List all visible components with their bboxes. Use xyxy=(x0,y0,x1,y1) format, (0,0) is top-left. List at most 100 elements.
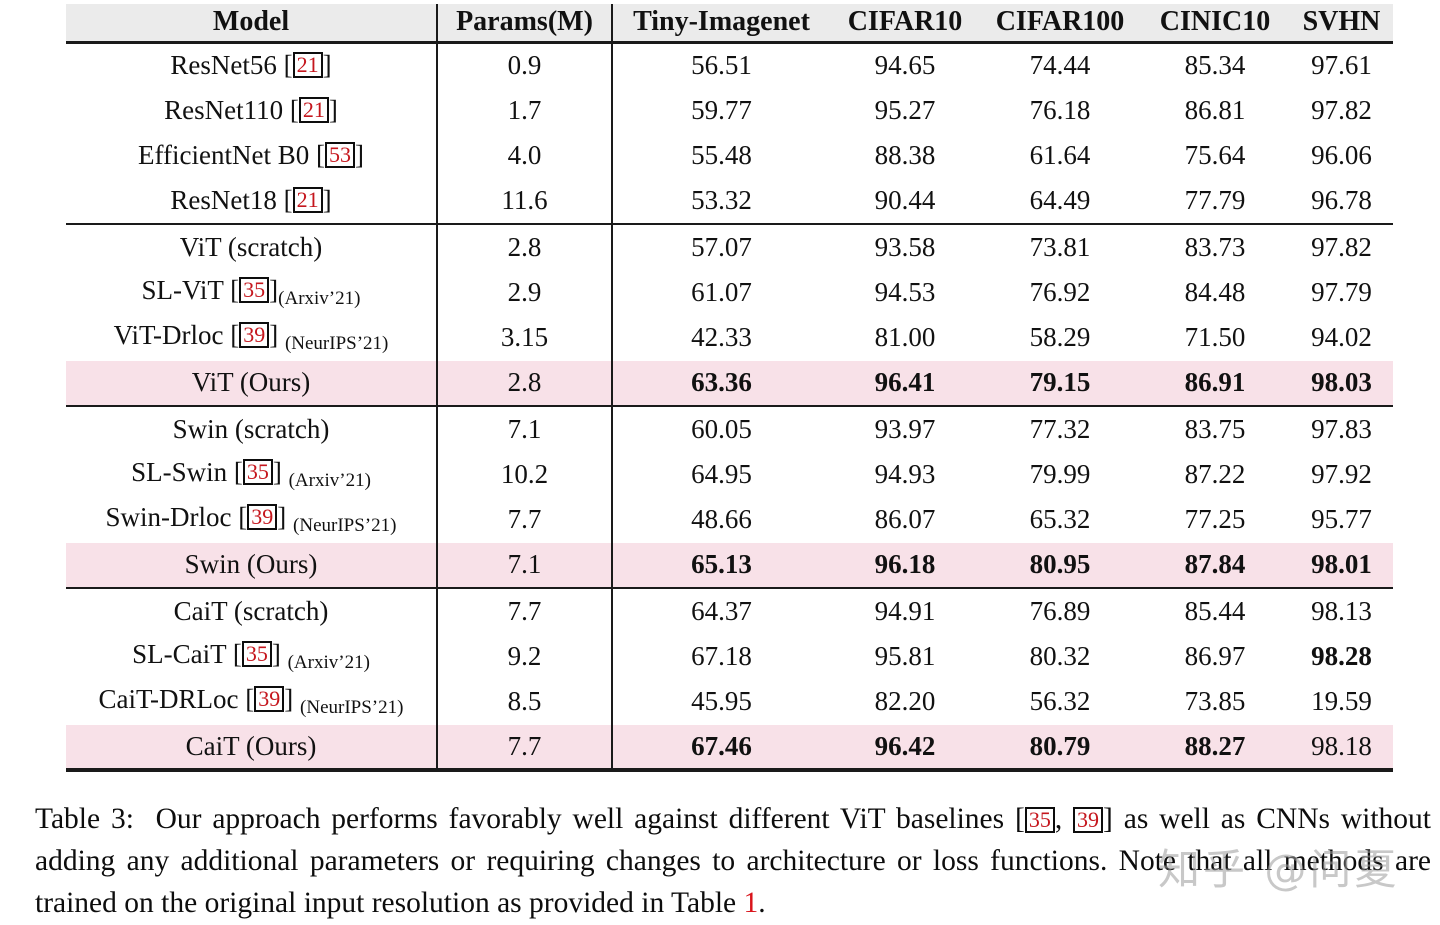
citation-brackets: [21] xyxy=(283,94,338,125)
value-cell: 56.51 xyxy=(691,50,752,80)
citation-link[interactable]: 35 xyxy=(241,640,272,667)
citation-link[interactable]: 35 xyxy=(242,458,273,485)
value-cell: 61.64 xyxy=(1029,140,1091,171)
params-cell: 2.9 xyxy=(437,269,613,315)
model-cell: SL-Swin [35] (Arxiv’21) xyxy=(66,451,438,497)
citation-link[interactable]: 39 xyxy=(1073,807,1104,833)
citation-brackets: [21] xyxy=(276,185,332,216)
caption-text: ] as well as CNNs without adding any add… xyxy=(35,803,1431,919)
model-cell: SL-ViT [35](Arxiv’21) xyxy=(66,269,438,315)
caption-text: Table 3: Our approach performs favorably… xyxy=(35,803,1025,835)
results-table: Model Params(M) Tiny-Imagenet CIFAR10 CI… xyxy=(66,4,1393,772)
table-reference-link[interactable]: 1 xyxy=(743,887,759,919)
value-cell: 94.65 xyxy=(874,50,936,80)
params-cell: 7.1 xyxy=(437,542,613,588)
value-cell: 64.95 xyxy=(691,458,752,489)
citation-link[interactable]: 21 xyxy=(298,96,329,123)
column-header-model: Model xyxy=(66,4,438,42)
table-row: EfficientNet B0 [53] 4.0 55.48 88.38 61.64 75… xyxy=(66,133,1393,179)
value-cell: 57.07 xyxy=(691,231,752,262)
venue-subscript: (NeurIPS’21) xyxy=(293,515,397,537)
value-cell: 94.53 xyxy=(874,276,936,307)
value-cell: 96.41 xyxy=(874,367,936,398)
citation-link[interactable]: 21 xyxy=(292,187,323,214)
value-cell: 56.32 xyxy=(1029,686,1091,717)
model-name: Swin-Drloc xyxy=(105,502,232,533)
citation-brackets: [39] xyxy=(223,320,279,351)
params-cell: 0.9 xyxy=(437,42,613,88)
value-cell: 94.91 xyxy=(874,595,936,626)
value-cell: 85.34 xyxy=(1184,50,1246,80)
value-cell: 59.77 xyxy=(691,94,752,125)
model-cell: SL-CaiT [35] (Arxiv’21) xyxy=(66,633,438,679)
value-cell: 76.92 xyxy=(1029,276,1091,307)
caption-text: . xyxy=(758,887,766,919)
citation-link[interactable]: 21 xyxy=(292,52,323,78)
model-name: Swin (Ours) xyxy=(184,549,318,580)
value-cell: 98.28 xyxy=(1311,640,1372,671)
table-section: Swin (scratch) 7.1 60.05 93.97 77.32 83.75 97.… xyxy=(66,406,1393,588)
value-cell: 96.18 xyxy=(874,549,936,580)
value-cell: 60.05 xyxy=(691,413,752,444)
citation-brackets: [53] xyxy=(309,140,364,171)
model-cell: Swin (Ours) xyxy=(66,542,438,588)
value-cell: 65.32 xyxy=(1029,504,1091,535)
value-cell: 98.01 xyxy=(1311,549,1372,580)
value-cell: 85.44 xyxy=(1184,595,1246,626)
table-row: ViT (Ours) 2.8 63.36 96.41 79.15 86.91 98.03 xyxy=(66,360,1393,406)
model-name: CaiT (Ours) xyxy=(185,730,317,761)
table-row: CaiT (Ours) 7.7 67.46 96.42 80.79 88.27 98.18 xyxy=(66,724,1393,770)
model-cell: ResNet18 [21] xyxy=(66,178,438,224)
model-cell: CaiT (Ours) xyxy=(66,724,438,770)
venue-subscript: (NeurIPS’21) xyxy=(284,333,389,355)
model-name: EfficientNet B0 xyxy=(138,140,310,171)
value-cell: 97.82 xyxy=(1311,94,1372,125)
value-cell: 76.89 xyxy=(1029,595,1091,626)
venue-subscript: (Arxiv’21) xyxy=(278,287,361,309)
params-cell: 7.7 xyxy=(437,724,613,770)
column-header-tiny-imagenet: Tiny-Imagenet xyxy=(633,6,810,38)
value-cell: 58.29 xyxy=(1029,322,1091,353)
table-section: ResNet56 [21] 0.9 56.51 94.65 74.44 85.34 97.6… xyxy=(66,42,1393,224)
value-cell: 97.61 xyxy=(1311,50,1372,80)
params-cell: 7.1 xyxy=(437,406,613,452)
value-cell: 79.99 xyxy=(1029,458,1091,489)
model-name: SL-ViT xyxy=(141,274,224,305)
table-caption: Table 3: Our approach performs favorably… xyxy=(35,798,1431,924)
table-row: ResNet18 [21] 11.6 53.32 90.44 64.49 77.79 96.… xyxy=(66,178,1393,224)
value-cell: 96.78 xyxy=(1311,185,1372,216)
citation-link[interactable]: 39 xyxy=(239,322,270,349)
table-row: ResNet56 [21] 0.9 56.51 94.65 74.44 85.34 97.6… xyxy=(66,42,1393,88)
table-row: ViT-Drloc [39] (NeurIPS’21) 3.15 42.33 81.0… xyxy=(66,315,1393,361)
value-cell: 86.91 xyxy=(1184,367,1246,398)
table-row: ResNet110 [21] 1.7 59.77 95.27 76.18 86.81 97.… xyxy=(66,87,1393,133)
value-cell: 79.15 xyxy=(1029,367,1091,398)
model-cell: ResNet110 [21] xyxy=(66,87,438,133)
params-cell: 3.15 xyxy=(437,315,613,361)
value-cell: 67.18 xyxy=(691,640,752,671)
citation-brackets: [39] xyxy=(238,684,294,715)
value-cell: 94.93 xyxy=(874,458,936,489)
value-cell: 98.03 xyxy=(1311,367,1372,398)
model-cell: CaiT (scratch) xyxy=(66,588,438,634)
citation-brackets: [35] xyxy=(226,638,281,669)
value-cell: 97.79 xyxy=(1311,276,1372,307)
table-row: Swin (Ours) 7.1 65.13 96.18 80.95 87.84 98.01 xyxy=(66,542,1393,588)
citation-link[interactable]: 53 xyxy=(324,142,355,169)
value-cell: 90.44 xyxy=(874,185,936,216)
value-cell: 74.44 xyxy=(1029,50,1091,80)
citation-link[interactable]: 39 xyxy=(254,686,285,713)
citation-link[interactable]: 35 xyxy=(1024,807,1055,833)
citation-brackets: [39] xyxy=(231,502,287,533)
citation-link[interactable]: 35 xyxy=(239,276,270,303)
table-row: SL-Swin [35] (Arxiv’21) 10.2 64.95 94.93 79.… xyxy=(66,451,1393,497)
value-cell: 80.79 xyxy=(1029,730,1091,761)
value-cell: 63.36 xyxy=(691,367,752,398)
caption-text: , xyxy=(1054,803,1074,835)
value-cell: 83.75 xyxy=(1184,413,1246,444)
citation-link[interactable]: 39 xyxy=(247,504,278,531)
value-cell: 82.20 xyxy=(874,686,936,717)
value-cell: 65.13 xyxy=(691,549,752,580)
value-cell: 75.64 xyxy=(1184,140,1246,171)
model-name: ResNet18 xyxy=(170,185,277,216)
